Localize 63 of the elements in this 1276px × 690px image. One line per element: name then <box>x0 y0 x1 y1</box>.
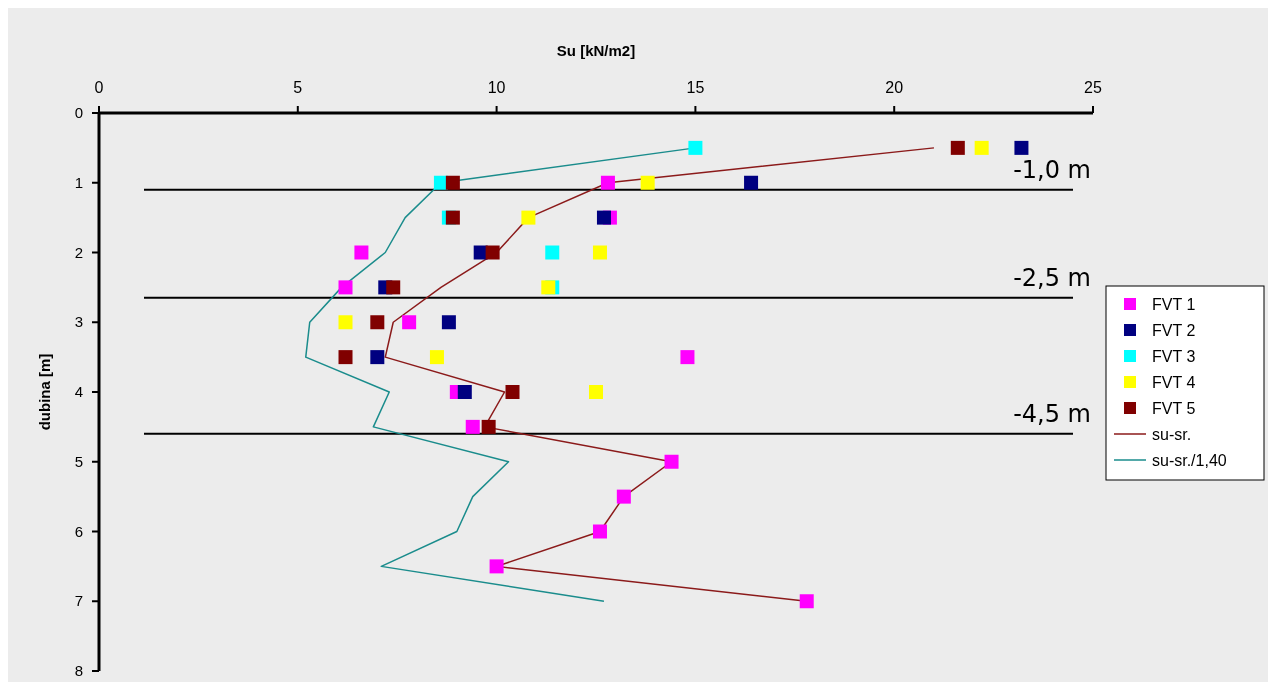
ref-line-label: -4,5 m <box>1013 399 1091 428</box>
point <box>950 140 965 155</box>
point <box>664 454 679 469</box>
point <box>402 315 417 330</box>
legend-label: su-sr. <box>1152 426 1192 443</box>
point <box>481 419 496 434</box>
point <box>600 175 615 190</box>
y-tick-label: 4 <box>74 383 83 400</box>
point <box>799 594 814 609</box>
legend-label: FVT 2 <box>1152 322 1196 339</box>
point <box>521 210 536 225</box>
point <box>974 140 989 155</box>
point <box>592 524 607 539</box>
y-tick-label: 5 <box>74 452 83 470</box>
legend-label: FVT 4 <box>1152 374 1196 391</box>
point <box>338 315 353 330</box>
x-tick-label: 15 <box>686 79 705 96</box>
x-tick-label: 5 <box>293 79 303 96</box>
y-axis-title: dubina [m] <box>36 353 53 431</box>
point <box>489 559 504 574</box>
point <box>370 350 385 365</box>
point <box>596 210 611 225</box>
point <box>429 350 444 365</box>
point <box>592 245 607 260</box>
legend-label: su-sr./1,40 <box>1152 452 1227 469</box>
y-tick-label: 2 <box>74 243 83 261</box>
point <box>505 385 520 399</box>
point <box>688 140 703 155</box>
legend-label: FVT 1 <box>1152 296 1196 313</box>
legend-label: FVT 3 <box>1152 348 1196 365</box>
point <box>485 245 500 260</box>
y-tick-label: 6 <box>74 522 83 540</box>
point <box>370 315 385 330</box>
x-axis-title: Su [kN/m2] <box>556 42 636 59</box>
y-tick-label: 7 <box>74 592 83 610</box>
point <box>338 350 353 365</box>
point <box>1014 140 1029 155</box>
ref-line-label: -2,5 m <box>1013 263 1091 292</box>
point <box>445 175 460 190</box>
point <box>541 280 556 295</box>
point <box>465 419 480 434</box>
point <box>680 350 695 365</box>
y-tick-label: 1 <box>74 173 83 191</box>
point <box>354 245 369 260</box>
legend-label: FVT 5 <box>1152 400 1196 417</box>
x-tick-label: 20 <box>885 79 904 96</box>
y-tick-label: 3 <box>74 313 83 331</box>
point <box>744 175 759 190</box>
point <box>640 175 655 190</box>
point <box>386 280 401 295</box>
point <box>445 210 460 225</box>
x-tick-label: 25 <box>1084 79 1102 96</box>
x-tick-label: 10 <box>487 79 506 96</box>
point <box>338 280 353 295</box>
point <box>457 385 472 399</box>
point <box>545 245 560 260</box>
y-tick-label: 0 <box>74 104 83 121</box>
point <box>441 315 456 330</box>
x-tick-label: 0 <box>94 79 104 96</box>
ref-line-label: -1,0 m <box>1013 155 1091 184</box>
y-tick-label: 8 <box>74 662 83 679</box>
point <box>616 489 631 504</box>
point <box>589 385 603 399</box>
